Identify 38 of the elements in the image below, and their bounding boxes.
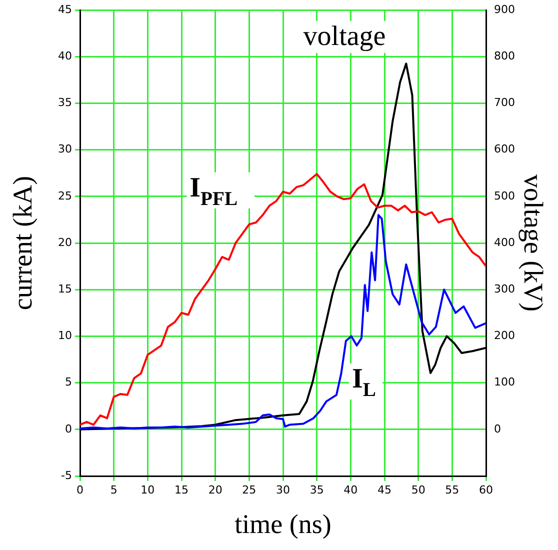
y-tick-label: 10 [58,329,72,342]
x-tick-label: 20 [208,483,222,496]
y-tick-label: 30 [58,142,72,156]
y2-tick-label: 800 [494,49,515,62]
y-tick-label: 5 [65,376,72,389]
y-tick-label: 15 [58,282,72,296]
x-tick-label: 25 [242,483,256,496]
y2-tick-label: 0 [494,422,501,436]
x-tick-label: 45 [378,483,392,496]
y-tick-label: 25 [58,189,72,202]
y2-tick-label: 700 [494,96,515,110]
x-axis-title: time (ns) [234,508,332,539]
y-tick-label: 35 [58,96,72,110]
annotation: voltage [303,20,386,52]
y-tick-label: 45 [58,2,72,16]
x-tick-label: 55 [445,483,460,496]
y2-tick-label: 500 [494,189,515,202]
y2-tick-label: 300 [494,282,515,296]
x-tick-label: 10 [140,483,155,496]
y2-tick-label: 400 [494,236,515,249]
y-tick-label: 20 [58,236,72,249]
x-tick-label: 50 [411,483,426,496]
x-tick-label: 35 [310,483,324,496]
y-tick-label: 0 [65,422,72,436]
x-tick-label: 60 [479,483,493,496]
x-tick-label: 40 [344,483,358,496]
y2-tick-label: 600 [494,142,515,156]
x-tick-label: 15 [174,483,188,496]
y2-tick-label: 200 [494,329,515,342]
y-tick-label: 40 [58,49,72,62]
x-tick-label: 5 [110,483,118,496]
y2-tick-label: 100 [494,376,515,389]
y-axis-title: current (kA) [7,176,38,310]
x-tick-label: 30 [276,483,290,496]
x-tick-label: 0 [76,483,84,496]
y2-axis-title: voltage (kV) [518,174,549,312]
y-tick-label: -5 [61,468,72,482]
y2-tick-label: 900 [494,2,515,16]
